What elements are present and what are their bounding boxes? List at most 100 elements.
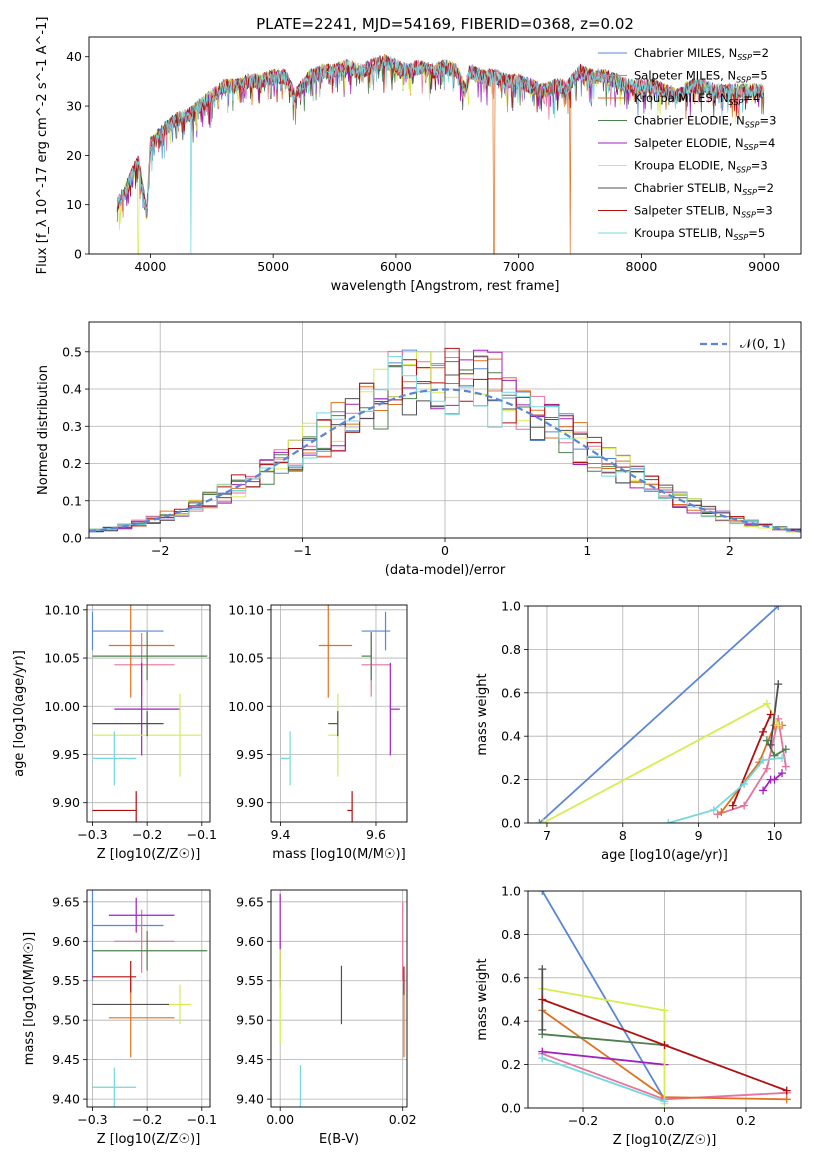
y-tick-label: 0.4 bbox=[62, 382, 82, 397]
x-tick-label: −0.2 bbox=[132, 1112, 162, 1127]
y-axis-label: mass weight bbox=[475, 958, 490, 1040]
series-line bbox=[542, 1033, 665, 1046]
x-axis-label: Z [log10(Z/Z☉)] bbox=[97, 1132, 201, 1147]
point-marker bbox=[538, 1025, 547, 1034]
panel-mass_vs_ebv: 0.00 0.02 9.40 9.45 9.50 9.55 9.60 9.65 E(B-V) bbox=[236, 889, 417, 1147]
point-marker bbox=[759, 756, 768, 765]
x-tick-label: 9.4 bbox=[271, 827, 291, 842]
y-tick-label: 10.05 bbox=[44, 651, 80, 666]
x-tick-label: 4000 bbox=[134, 259, 166, 274]
y-axis-label: Flux [f_λ 10^-17 erg cm^-2 s^-1 A^-1] bbox=[35, 17, 50, 275]
panel-weight_vs_Z: −0.2 0.0 0.2 0.0 0.2 0.4 0.6 0.8 1.0 Z [log10(Z/Z… bbox=[475, 884, 802, 1148]
x-axis-label: mass [log10(M/M☉)] bbox=[272, 847, 405, 862]
x-axis-label: (data-model)/error bbox=[385, 563, 506, 578]
y-tick-label: 9.50 bbox=[52, 1013, 80, 1028]
legend-entry: Salpeter MILES, NSSP=5 bbox=[634, 69, 768, 85]
point-marker bbox=[538, 965, 547, 974]
plot-area bbox=[528, 606, 801, 823]
series-line bbox=[717, 718, 787, 816]
panel-age_vs_mass: 9.4 9.6 9.90 9.95 10.00 10.05 10.10 mass [log10… bbox=[228, 602, 408, 862]
y-tick-label: 0.6 bbox=[501, 685, 521, 700]
legend-entry: Chabrier ELODIE, NSSP=3 bbox=[634, 114, 776, 130]
point-marker bbox=[664, 819, 673, 823]
y-tick-label: 9.40 bbox=[236, 1092, 264, 1107]
plot-area bbox=[271, 890, 407, 1107]
x-axis-label: Z [log10(Z/Z☉)] bbox=[613, 1133, 717, 1148]
x-tick-label: 7 bbox=[543, 828, 551, 843]
point-marker bbox=[660, 1006, 669, 1015]
x-axis-label: E(B-V) bbox=[319, 1132, 359, 1147]
y-tick-label: 20 bbox=[66, 148, 82, 163]
x-axis-label: age [log10(age/yr)] bbox=[601, 848, 728, 863]
y-tick-label: 10.00 bbox=[228, 699, 264, 714]
axes-frame bbox=[86, 889, 211, 1108]
point-marker bbox=[759, 727, 768, 736]
y-tick-label: 9.50 bbox=[236, 1013, 264, 1028]
y-tick-label: 0.2 bbox=[62, 456, 82, 471]
x-tick-label: 9 bbox=[695, 828, 703, 843]
y-tick-label: 40 bbox=[66, 49, 82, 64]
point-marker bbox=[781, 745, 790, 754]
x-tick-label: 5000 bbox=[257, 259, 289, 274]
y-tick-label: 0.0 bbox=[62, 531, 82, 546]
x-tick-label: 2 bbox=[726, 543, 734, 558]
y-tick-label: 0.4 bbox=[501, 729, 521, 744]
panel-age_vs_Z: −0.3 −0.2 −0.1 9.90 9.95 10.00 10.05 10.10 Z [lo… bbox=[12, 602, 217, 862]
plot-area bbox=[87, 605, 210, 822]
y-tick-label: 0.0 bbox=[501, 1101, 521, 1116]
legend-entry: Kroupa ELODIE, NSSP=3 bbox=[634, 159, 768, 175]
x-tick-label: 0.0 bbox=[655, 1113, 675, 1128]
y-tick-label: 0.3 bbox=[62, 419, 82, 434]
y-tick-label: 9.45 bbox=[52, 1052, 80, 1067]
legend: Chabrier MILES, NSSP=2 Salpeter MILES, NS… bbox=[598, 46, 776, 242]
point-marker bbox=[778, 769, 787, 778]
x-tick-label: −1 bbox=[293, 543, 311, 558]
x-axis-label: wavelength [Angstrom, rest frame] bbox=[331, 279, 560, 294]
y-axis-label: Normed distribution bbox=[36, 365, 51, 495]
y-tick-label: 9.60 bbox=[236, 934, 264, 949]
axes-frame bbox=[88, 321, 802, 539]
axes-frame bbox=[270, 604, 408, 823]
y-tick-label: 0.0 bbox=[501, 816, 521, 831]
series-line bbox=[538, 606, 779, 823]
y-tick-label: 0.2 bbox=[501, 1057, 521, 1072]
point-marker bbox=[782, 1086, 791, 1095]
point-marker bbox=[770, 775, 779, 784]
series-line bbox=[762, 772, 783, 792]
x-tick-label: −0.3 bbox=[77, 1112, 107, 1127]
y-tick-label: 0 bbox=[74, 247, 82, 262]
y-tick-label: 9.65 bbox=[236, 894, 264, 909]
y-tick-label: 10.00 bbox=[44, 699, 80, 714]
x-tick-label: 0.00 bbox=[266, 1112, 294, 1127]
y-tick-label: 1.0 bbox=[501, 884, 521, 899]
point-marker bbox=[778, 753, 787, 762]
point-marker bbox=[539, 819, 548, 823]
legend-entry: Salpeter STELIB, NSSP=3 bbox=[634, 204, 773, 220]
y-tick-label: 9.60 bbox=[52, 934, 80, 949]
series-line bbox=[542, 1050, 665, 1066]
y-tick-label: 0.5 bbox=[62, 344, 82, 359]
panel-residuals: −2 −1 0 1 2 0.0 0.1 0.2 0.3 0.4 0.5 (data-model)/er… bbox=[36, 321, 802, 578]
x-tick-label: 9.6 bbox=[366, 827, 386, 842]
y-axis-label: age [log10(age/yr)] bbox=[12, 650, 27, 777]
plot-area bbox=[89, 322, 801, 538]
y-tick-label: 0.1 bbox=[62, 493, 82, 508]
x-tick-label: −0.2 bbox=[132, 827, 162, 842]
x-tick-label: 8 bbox=[619, 828, 627, 843]
point-marker bbox=[762, 699, 771, 708]
y-tick-label: 9.40 bbox=[52, 1092, 80, 1107]
point-marker bbox=[535, 819, 544, 823]
panel-spectrum: 4000 5000 6000 7000 8000 9000 0 10 20 30 40 wavelen… bbox=[35, 17, 802, 294]
point-marker bbox=[740, 779, 749, 788]
point-marker bbox=[717, 808, 726, 817]
y-tick-label: 10.10 bbox=[228, 602, 264, 617]
x-tick-label: −0.1 bbox=[187, 827, 217, 842]
y-tick-label: 9.55 bbox=[236, 973, 264, 988]
y-tick-label: 1.0 bbox=[501, 599, 521, 614]
axes-frame bbox=[527, 890, 802, 1109]
legend-entry: Chabrier MILES, NSSP=2 bbox=[634, 46, 769, 62]
axes-frame bbox=[527, 605, 802, 824]
normal-curve bbox=[89, 388, 801, 533]
point-marker bbox=[774, 721, 783, 730]
